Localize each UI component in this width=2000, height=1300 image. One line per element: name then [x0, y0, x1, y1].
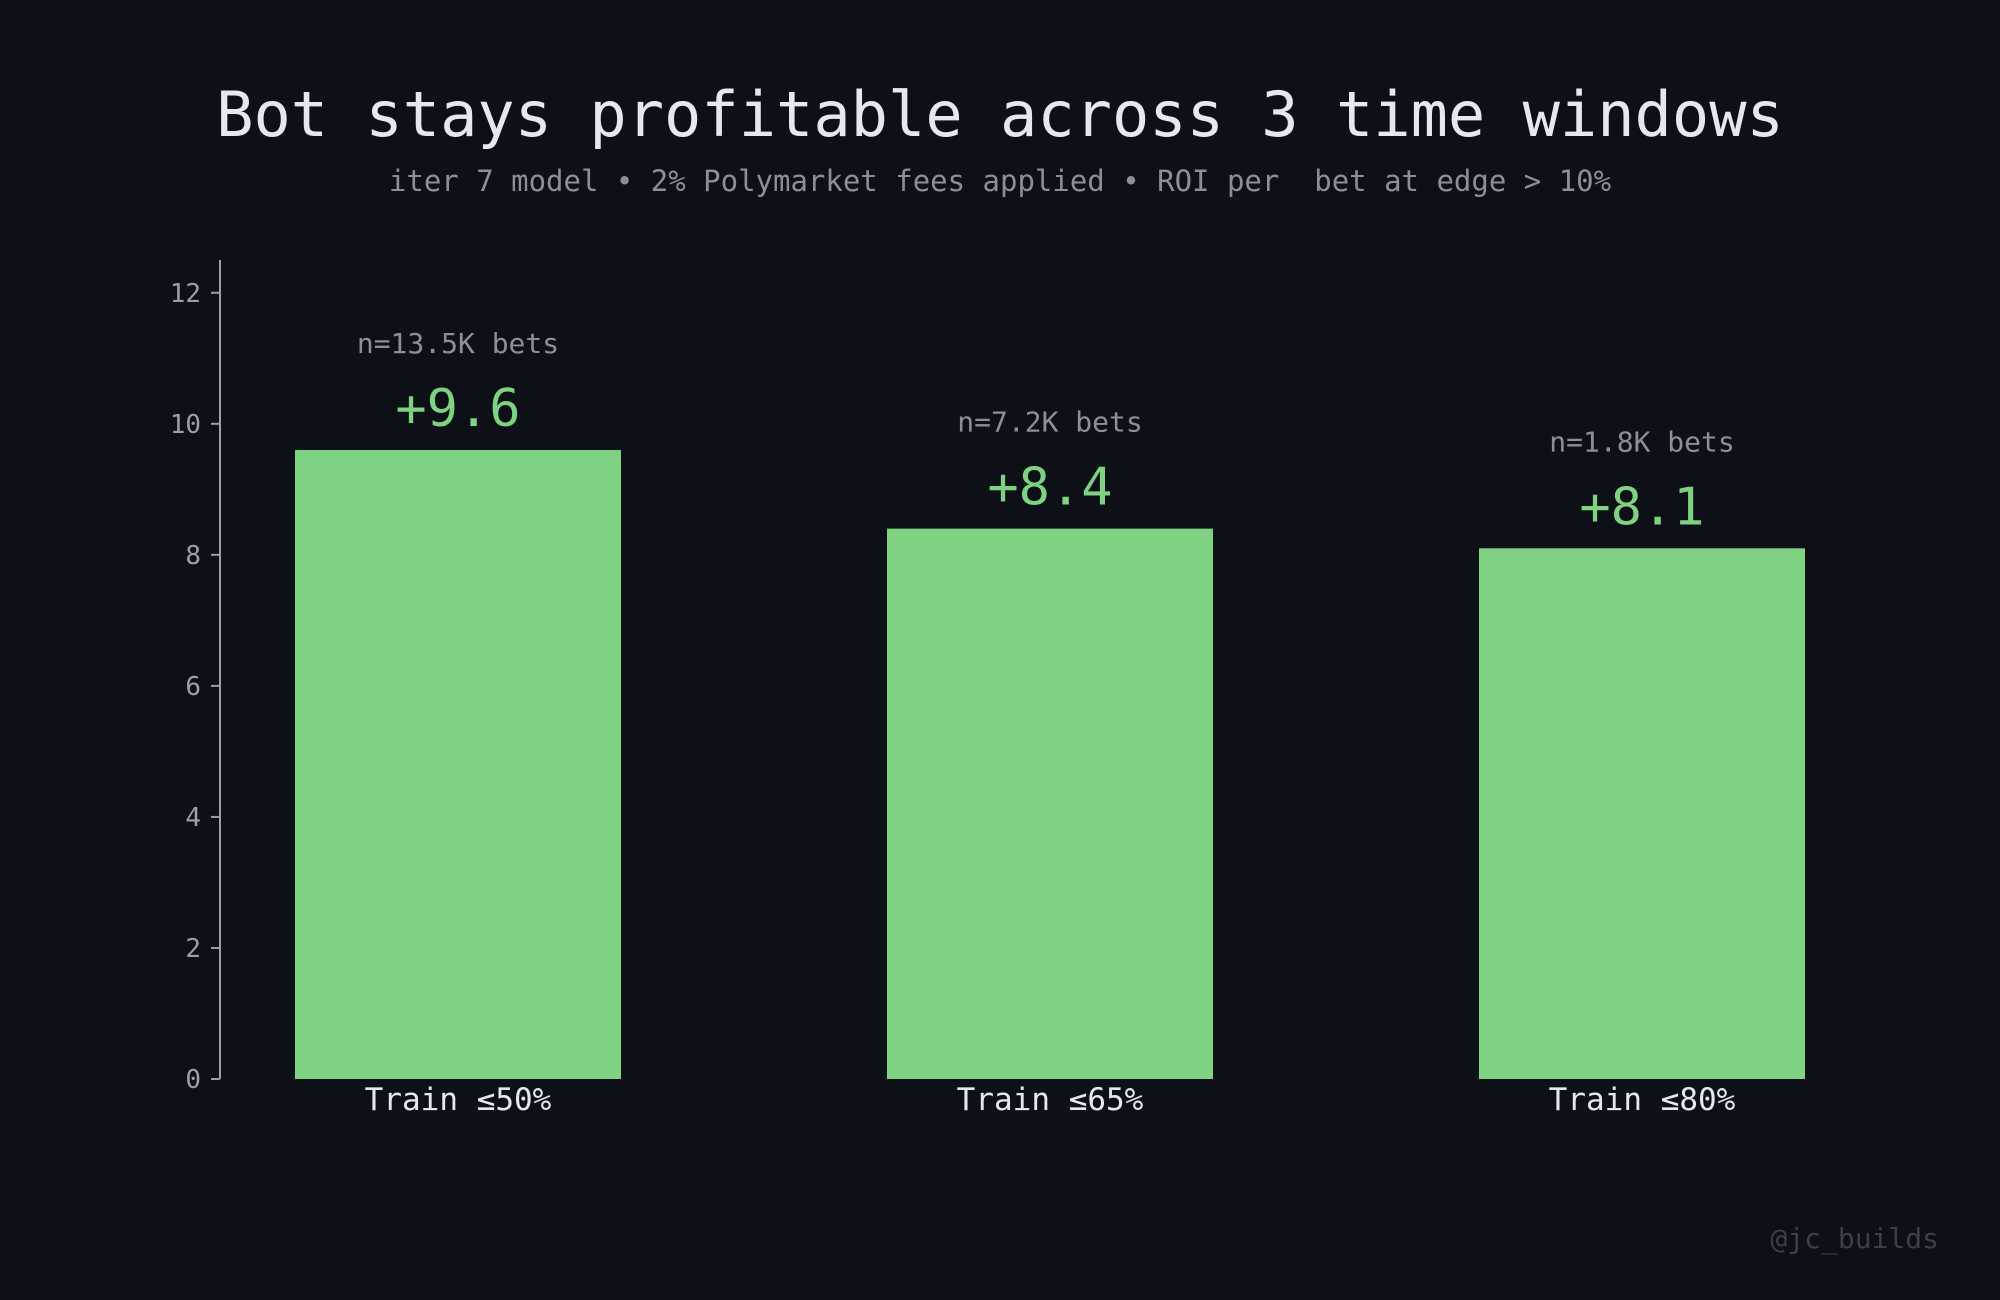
bar-count-label: n=1.8K bets [1549, 425, 1734, 458]
x-category-label: Train ≤50% [365, 1082, 552, 1118]
y-tick-label: 8 [185, 541, 201, 571]
chart-title: Bot stays profitable across 3 time windo… [216, 78, 1784, 151]
bar-value-label: +8.1 [1579, 477, 1704, 537]
bar-count-label: n=7.2K bets [957, 406, 1142, 439]
bar-value-label: +8.4 [987, 458, 1112, 518]
bar [887, 528, 1213, 1079]
bar-value-label: +9.6 [395, 379, 520, 439]
y-tick-label: 2 [185, 934, 201, 964]
y-tick-label: 10 [170, 410, 201, 440]
x-category-label: Train ≤65% [957, 1082, 1144, 1118]
bar-count-label: n=13.5K bets [357, 327, 559, 360]
y-tick-label: 4 [185, 803, 201, 833]
y-tick-label: 6 [185, 672, 201, 702]
chart-subtitle: iter 7 model • 2% Polymarket fees applie… [388, 164, 1612, 198]
x-category-label: Train ≤80% [1549, 1082, 1736, 1118]
y-tick-label: 0 [185, 1065, 201, 1095]
watermark: @jc_builds [1770, 1222, 1939, 1255]
bar [295, 450, 621, 1079]
bar [1479, 548, 1805, 1079]
y-tick-label: 12 [170, 279, 201, 309]
